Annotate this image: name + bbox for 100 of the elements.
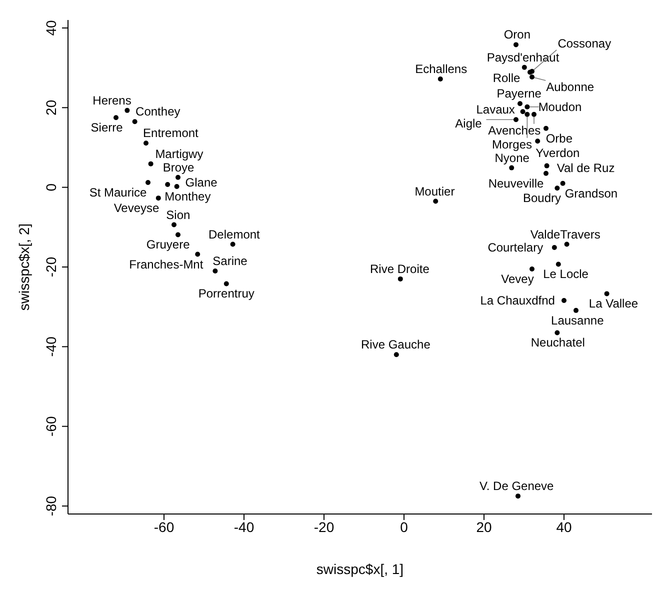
point bbox=[524, 104, 530, 110]
data-label: Aubonne bbox=[546, 80, 594, 94]
point bbox=[518, 101, 522, 106]
data-label: Neuchatel bbox=[530, 336, 585, 350]
data-label: Lavaux bbox=[476, 102, 515, 117]
data-label: Sarine bbox=[212, 254, 248, 268]
data-label: Veveyse bbox=[114, 201, 160, 216]
data-label: Moutier bbox=[414, 184, 455, 198]
point bbox=[530, 266, 534, 272]
data-label: Rive Droite bbox=[370, 262, 430, 276]
x-tick-label: 0 bbox=[400, 518, 408, 535]
data-label: Paysd'enhaut bbox=[486, 50, 560, 64]
y-tick-label: -20 bbox=[43, 256, 59, 278]
data-label: Oron bbox=[504, 28, 531, 42]
point bbox=[438, 76, 443, 82]
data-label: ValdeTravers bbox=[530, 227, 600, 242]
data-label: St Maurice bbox=[89, 186, 147, 200]
point bbox=[176, 174, 180, 180]
point bbox=[544, 170, 548, 176]
point bbox=[522, 64, 527, 70]
data-label: Avenches bbox=[488, 123, 541, 138]
point bbox=[535, 138, 540, 144]
data-label: Cossonay bbox=[558, 36, 612, 50]
data-label: Conthey bbox=[136, 104, 180, 119]
point bbox=[132, 119, 138, 124]
point bbox=[554, 330, 560, 336]
data-label: Delemont bbox=[208, 227, 261, 242]
point bbox=[174, 184, 180, 190]
y-tick-label: 40 bbox=[43, 20, 59, 36]
data-label: Val de Ruz bbox=[556, 160, 615, 175]
y-tick-label: -80 bbox=[43, 496, 59, 516]
point bbox=[176, 232, 180, 238]
point bbox=[544, 163, 550, 168]
data-label: Courtelary bbox=[488, 240, 544, 254]
data-label: Nyone bbox=[494, 150, 530, 165]
data-label: Sierre bbox=[90, 120, 124, 135]
data-label: Broye bbox=[162, 160, 194, 174]
data-label: Rolle bbox=[492, 71, 520, 86]
data-label: Glane bbox=[185, 176, 218, 190]
x-tick-label: -40 bbox=[234, 518, 254, 535]
point bbox=[114, 115, 118, 120]
data-label: Porrentruy bbox=[198, 286, 254, 301]
data-label: Vevey bbox=[501, 272, 534, 286]
data-label: Monthey bbox=[164, 190, 211, 204]
y-tick-label: 0 bbox=[43, 183, 59, 192]
data-label: Echallens bbox=[415, 62, 468, 76]
data-label: Orbe bbox=[546, 131, 573, 146]
point bbox=[509, 165, 514, 170]
point bbox=[146, 180, 150, 186]
point bbox=[230, 242, 236, 247]
data-label: Franches-Mnt bbox=[129, 257, 204, 272]
point bbox=[398, 276, 403, 282]
data-label: Le Locle bbox=[543, 267, 589, 282]
point bbox=[530, 74, 534, 80]
point bbox=[532, 112, 536, 117]
data-label: Martigwy bbox=[155, 146, 204, 161]
data-label: Aigle bbox=[455, 116, 482, 131]
point bbox=[224, 281, 229, 286]
point bbox=[564, 242, 570, 247]
data-label: Lausanne bbox=[551, 313, 604, 328]
data-label: Moudon bbox=[538, 100, 582, 114]
x-tick-label: -60 bbox=[154, 518, 174, 535]
point bbox=[394, 352, 399, 358]
data-label: Sion bbox=[166, 208, 190, 222]
point bbox=[165, 182, 170, 188]
y-axis-title: swisspc$x[, 2] bbox=[16, 223, 32, 311]
point bbox=[552, 244, 557, 250]
point bbox=[148, 161, 154, 166]
data-label: Neuveville bbox=[488, 176, 544, 190]
data-label: Gruyere bbox=[146, 238, 190, 252]
x-tick-label: 40 bbox=[556, 518, 572, 535]
data-label: Rive Gauche bbox=[361, 338, 431, 352]
point bbox=[212, 268, 218, 274]
x-tick-label: 20 bbox=[476, 518, 492, 535]
point bbox=[433, 198, 438, 204]
point bbox=[195, 252, 200, 257]
point bbox=[604, 291, 610, 296]
data-label: Payerne bbox=[496, 86, 542, 101]
data-label: Grandson bbox=[564, 186, 618, 200]
point bbox=[562, 298, 566, 303]
point bbox=[124, 108, 130, 113]
point bbox=[544, 126, 548, 131]
point bbox=[144, 140, 148, 146]
point bbox=[560, 180, 566, 186]
x-tick-label: -20 bbox=[314, 518, 334, 535]
y-tick-label: -60 bbox=[43, 416, 59, 436]
data-label: Yverdon bbox=[536, 146, 580, 160]
point bbox=[156, 196, 161, 201]
data-label: Boudry bbox=[522, 191, 562, 206]
y-tick-label: -40 bbox=[43, 336, 59, 357]
point bbox=[172, 222, 176, 228]
data-label: Morges bbox=[492, 137, 532, 152]
data-label: V. De Geneve bbox=[479, 479, 554, 494]
data-label: La Vallee bbox=[588, 296, 638, 311]
x-axis-title: swisspc$x[, 1] bbox=[316, 560, 404, 577]
data-label: Entremont bbox=[143, 126, 200, 140]
point bbox=[516, 494, 520, 499]
point bbox=[524, 112, 530, 117]
data-label: La Chauxdfnd bbox=[480, 293, 555, 308]
point bbox=[574, 308, 578, 313]
